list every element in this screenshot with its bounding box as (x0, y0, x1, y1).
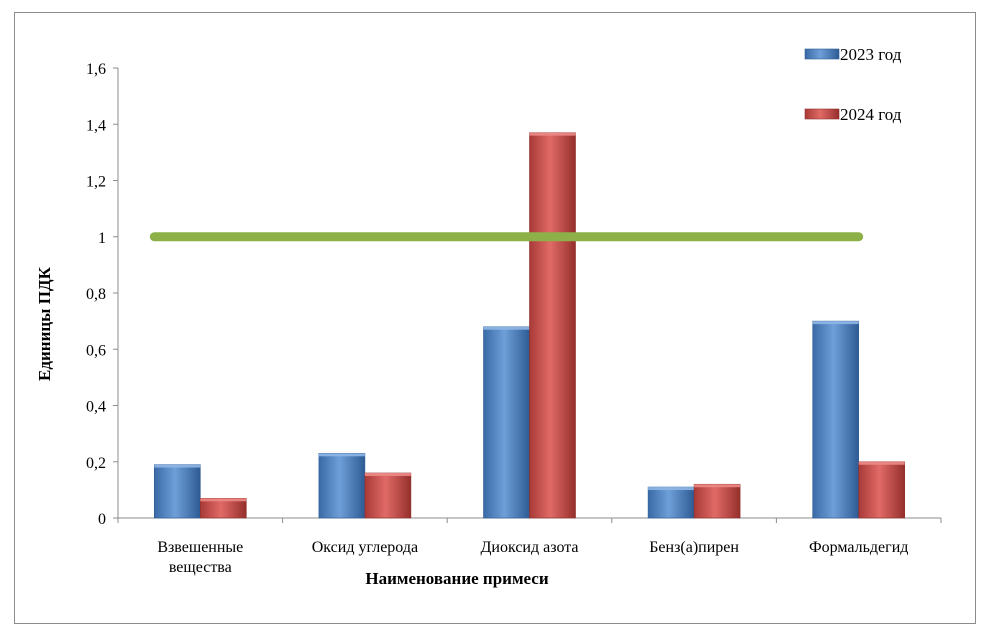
y-tick-label: 0,4 (86, 399, 106, 416)
bar-cap (812, 321, 859, 325)
bar-cap (318, 453, 365, 457)
y-tick-label: 1,4 (86, 117, 106, 134)
bar-cap (154, 464, 201, 468)
bar-cap (858, 461, 905, 465)
x-category-label: Диоксид азота (480, 539, 578, 556)
bar-series2-cat3 (529, 132, 576, 519)
bar-series1-cat5 (812, 320, 860, 519)
bar-series2-cat5 (858, 461, 906, 519)
legend: 2023 год 2024 год (804, 45, 902, 124)
bar-series1-cat4 (647, 486, 695, 519)
bars (154, 132, 906, 519)
x-category-label: Оксид углерода (312, 539, 418, 556)
legend-label-1: 2023 год (840, 45, 902, 64)
bar-cap (200, 498, 247, 502)
legend-swatch-2 (804, 108, 840, 120)
x-category-label: Формальдегид (809, 539, 908, 556)
y-tick-label: 1,2 (86, 174, 106, 191)
bar-series1-cat2 (318, 453, 366, 519)
y-tick-label: 0,6 (86, 342, 106, 359)
chart-frame: 0 0,2 0,4 0,6 0,8 1 1,2 1,4 1,6 Взвешенные веществ… (14, 12, 976, 624)
x-category-label: Бенз(а)пирен (649, 539, 739, 556)
bar-series1-cat3 (483, 326, 530, 519)
bar-series2-cat2 (364, 472, 412, 519)
y-tick-label: 0,8 (86, 286, 106, 303)
legend-label-2: 2024 год (840, 105, 902, 124)
bar-chart: 0 0,2 0,4 0,6 0,8 1 1,2 1,4 1,6 Взвешенные веществ… (35, 45, 942, 588)
y-tick-label: 0,2 (86, 455, 106, 472)
bar-cap (483, 326, 530, 330)
bar-series2-cat4 (693, 483, 741, 519)
x-category-label: Взвешенные вещества (157, 539, 243, 576)
y-axis-title: Единицы ПДК (35, 266, 54, 381)
bar-cap (694, 484, 741, 488)
y-tick-label: 1 (98, 230, 106, 247)
bar-series1-cat1 (154, 464, 201, 519)
labels: 0 0,2 0,4 0,6 0,8 1 1,2 1,4 1,6 Взвешенные веществ… (86, 61, 908, 576)
bar-cap (648, 487, 695, 491)
bar-cap (364, 473, 411, 476)
legend-swatch-1 (804, 48, 840, 60)
bar-cap (529, 132, 576, 136)
y-tick-label: 0 (98, 511, 106, 528)
x-axis-title: Наименование примеси (365, 569, 549, 588)
y-tick-label: 1,6 (86, 61, 106, 78)
